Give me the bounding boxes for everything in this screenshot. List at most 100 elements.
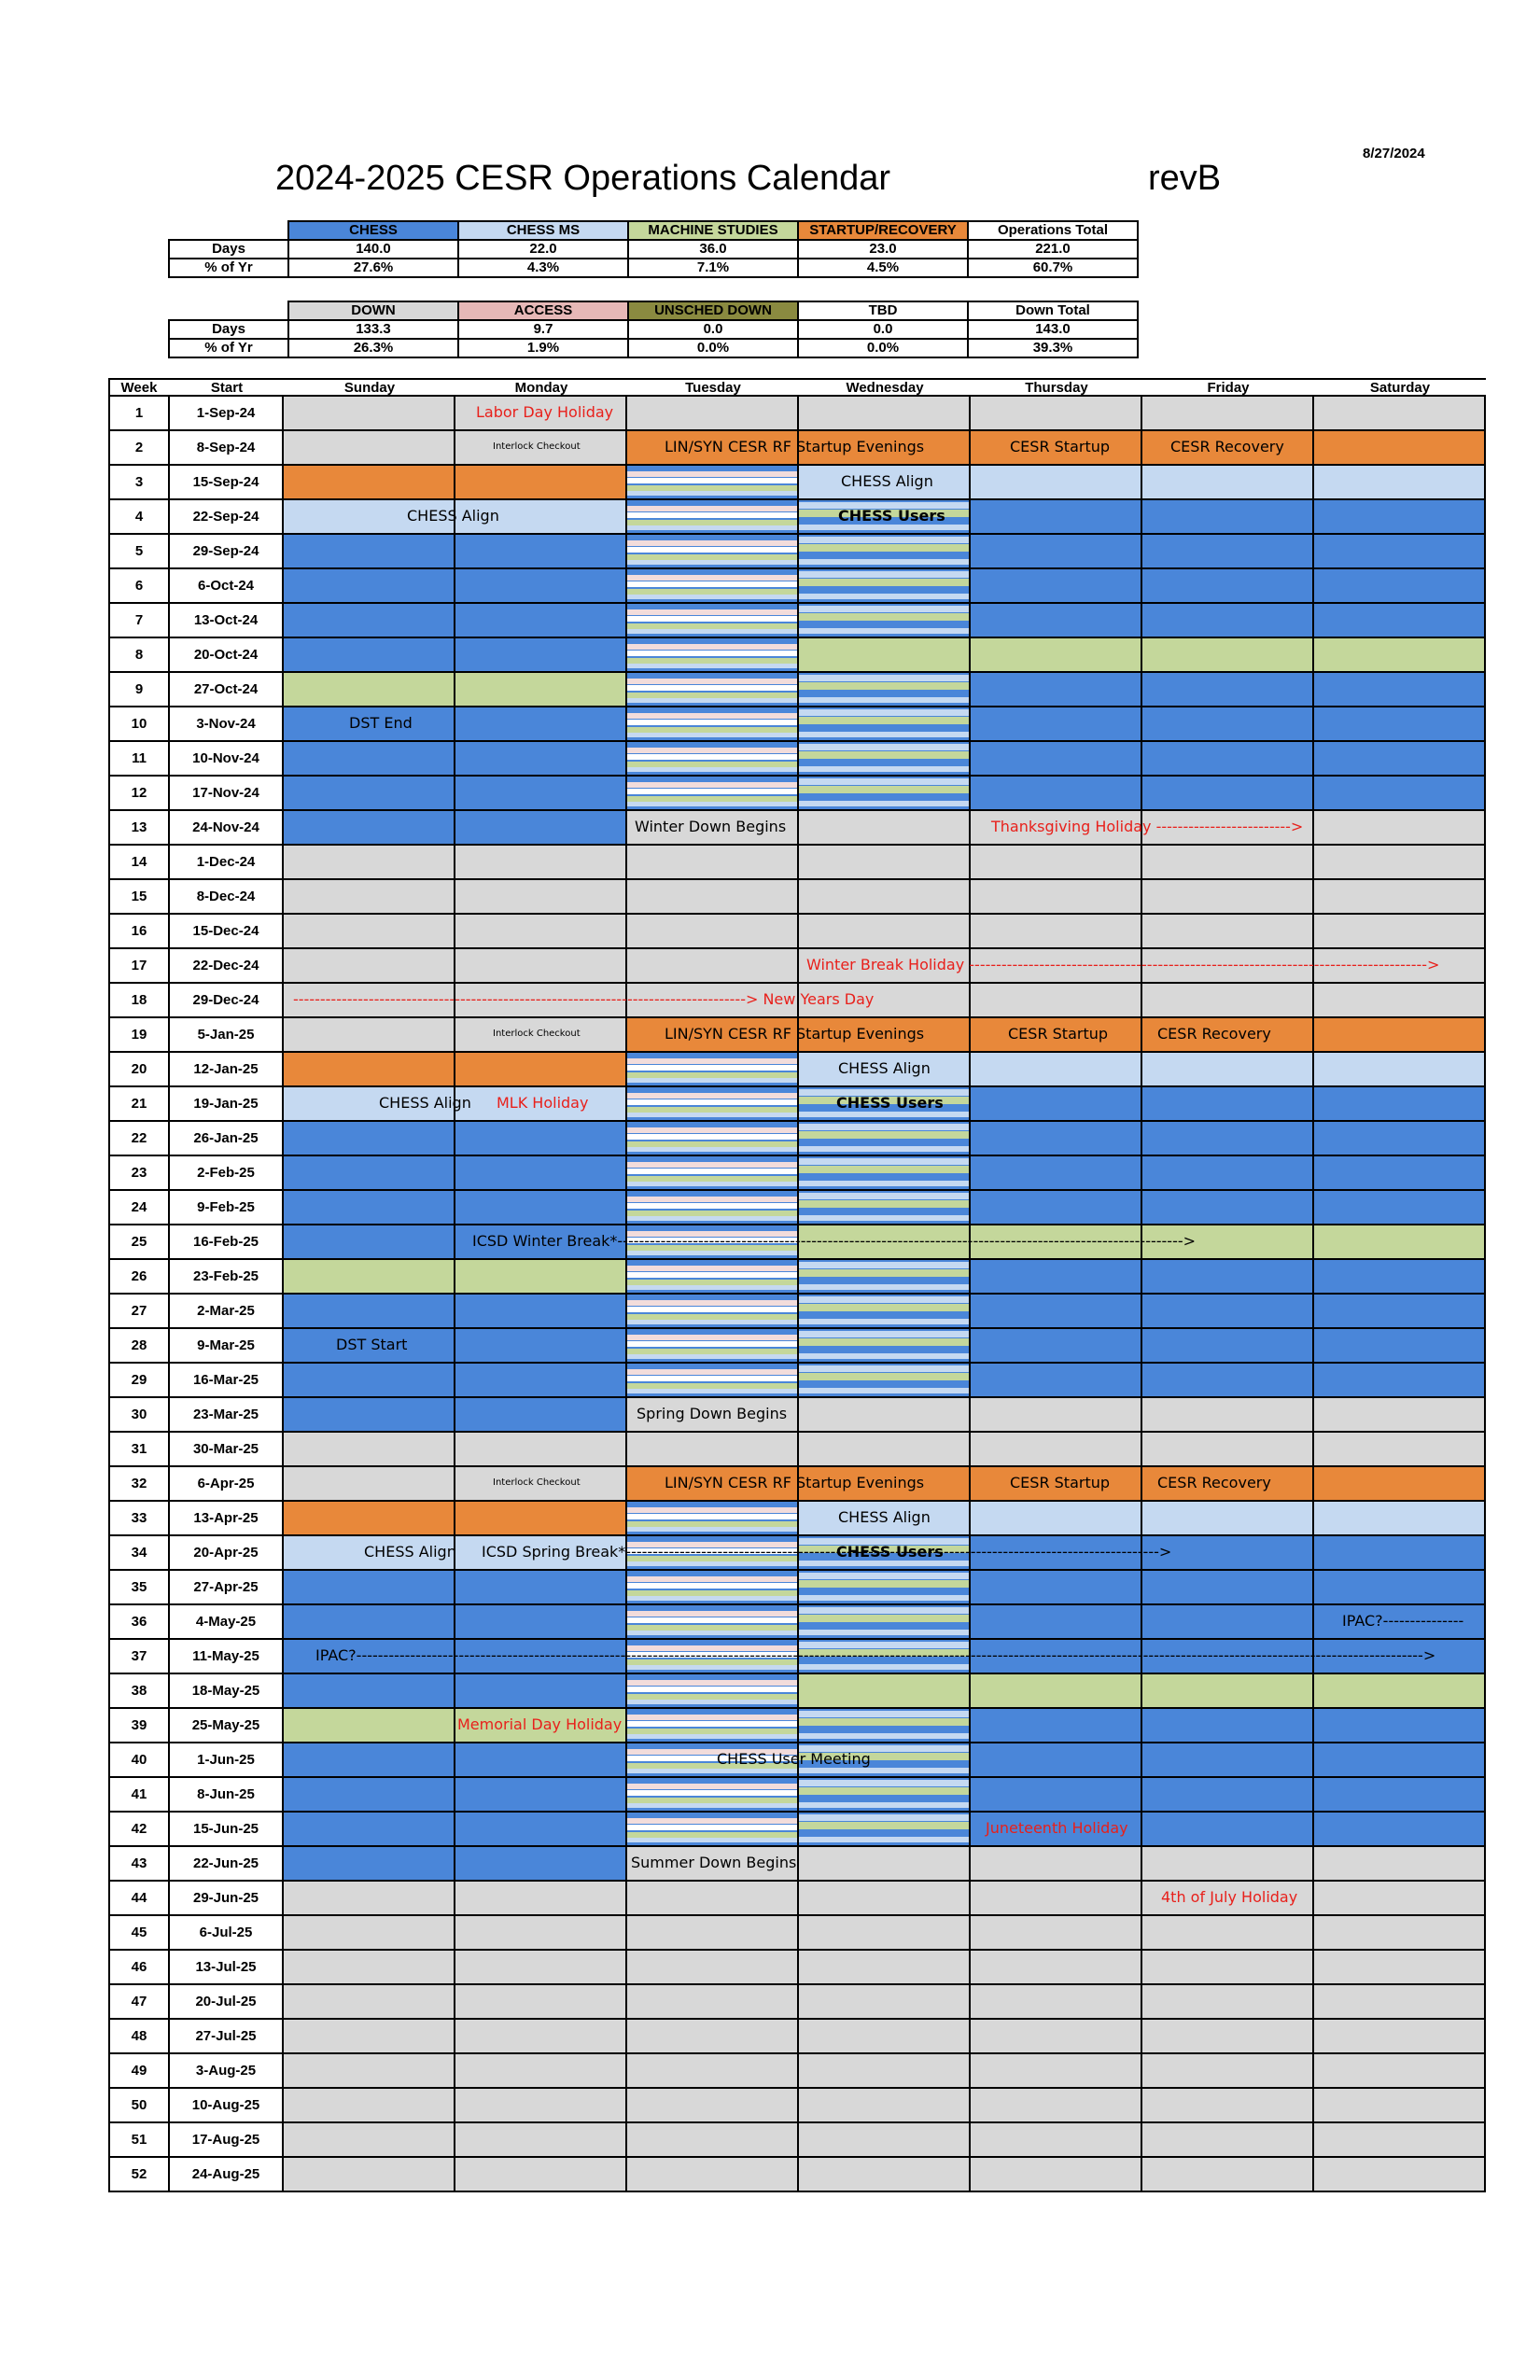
schedule-band	[627, 1514, 797, 1519]
schedule-band	[627, 1134, 797, 1140]
schedule-band	[627, 693, 797, 698]
schedule-band	[799, 1768, 969, 1773]
day-cell	[1314, 1743, 1486, 1778]
table-row: 6 6-Oct-24	[108, 569, 1486, 604]
summary-value: 60.7%	[967, 258, 1139, 278]
table-row: 11 10-Nov-24	[108, 742, 1486, 777]
day-cell	[1142, 535, 1314, 569]
day-cell	[1314, 638, 1486, 673]
day-cell	[971, 1260, 1142, 1295]
day-cell	[1314, 915, 1486, 949]
schedule-band	[627, 1756, 797, 1761]
week-number: 47	[108, 1985, 170, 2020]
summary-header-chess: CHESS	[287, 220, 459, 241]
day-cell	[627, 1295, 799, 1329]
day-cell	[799, 535, 971, 569]
table-row: 36 4-May-25	[108, 1605, 1486, 1640]
day-cell	[1142, 1225, 1314, 1260]
day-cell	[799, 1053, 971, 1087]
day-cell	[1142, 1813, 1314, 1847]
week-start-date: 1-Dec-24	[170, 846, 284, 880]
day-cell	[1142, 500, 1314, 535]
day-cell	[284, 1985, 455, 2020]
schedule-band	[799, 1787, 969, 1795]
day-cell	[627, 742, 799, 777]
schedule-band	[627, 1721, 797, 1727]
schedule-band	[627, 1556, 797, 1561]
day-cell	[627, 1364, 799, 1398]
week-start-date: 23-Mar-25	[170, 1398, 284, 1433]
day-cell	[284, 2158, 455, 2192]
week-number: 18	[108, 984, 170, 1018]
day-cell	[971, 535, 1142, 569]
day-cell	[1314, 1709, 1486, 1743]
schedule-band	[799, 1146, 969, 1152]
week-start-date: 2-Mar-25	[170, 1295, 284, 1329]
day-cell	[284, 1295, 455, 1329]
schedule-band	[799, 1338, 969, 1346]
day-cell	[799, 500, 971, 535]
schedule-band	[627, 1266, 797, 1271]
day-cell	[971, 466, 1142, 500]
schedule-band	[627, 1687, 797, 1692]
day-cell	[455, 673, 627, 707]
day-cell	[455, 535, 627, 569]
day-cell	[799, 742, 971, 777]
day-cell	[284, 2123, 455, 2158]
day-cell	[1314, 984, 1486, 1018]
summary-value: 0.0	[627, 319, 799, 340]
schedule-band	[627, 1521, 797, 1527]
day-cell	[799, 1709, 971, 1743]
day-cell	[455, 1951, 627, 1985]
day-cell	[971, 1709, 1142, 1743]
week-number: 4	[108, 500, 170, 535]
day-cell	[971, 1018, 1142, 1053]
week-number: 35	[108, 1571, 170, 1605]
schedule-band	[799, 613, 969, 621]
table-row: 3 15-Sep-24	[108, 466, 1486, 500]
schedule-band	[799, 1607, 969, 1614]
schedule-band	[799, 1373, 969, 1380]
day-cell	[284, 1329, 455, 1364]
schedule-band	[799, 744, 969, 750]
table-row: 46 13-Jul-25	[108, 1951, 1486, 1985]
day-cell	[284, 1260, 455, 1295]
week-number: 51	[108, 2123, 170, 2158]
schedule-band	[627, 512, 797, 518]
schedule-band	[627, 698, 797, 703]
day-cell	[1314, 2089, 1486, 2123]
day-cell	[455, 1847, 627, 1882]
summary-value: 1.9%	[457, 338, 629, 358]
table-row: 25 16-Feb-25	[108, 1225, 1486, 1260]
schedule-band	[627, 802, 797, 806]
day-cell	[799, 811, 971, 846]
schedule-band	[627, 664, 797, 668]
table-row: 44 29-Jun-25	[108, 1882, 1486, 1916]
schedule-band	[627, 733, 797, 737]
day-cell	[627, 1087, 799, 1122]
day-cell	[799, 1467, 971, 1502]
day-cell	[971, 742, 1142, 777]
schedule-band	[799, 1642, 969, 1648]
week-number: 14	[108, 846, 170, 880]
schedule-band	[799, 1319, 969, 1324]
day-cell	[627, 604, 799, 638]
schedule-band	[799, 1711, 969, 1717]
schedule-band	[627, 478, 797, 483]
day-cell	[799, 1364, 971, 1398]
schedule-band	[627, 1790, 797, 1796]
summary-value: 0.0%	[627, 338, 799, 358]
day-cell	[971, 707, 1142, 742]
schedule-band	[799, 1365, 969, 1372]
day-cell	[799, 1605, 971, 1640]
day-cell	[1142, 1778, 1314, 1813]
schedule-band	[627, 720, 797, 725]
table-row: 7 13-Oct-24	[108, 604, 1486, 638]
day-cell	[284, 1053, 455, 1087]
day-cell	[1142, 1156, 1314, 1191]
schedule-band	[627, 629, 797, 634]
day-cell	[799, 1847, 971, 1882]
day-cell	[627, 707, 799, 742]
day-cell	[971, 1847, 1142, 1882]
day-cell	[284, 1605, 455, 1640]
